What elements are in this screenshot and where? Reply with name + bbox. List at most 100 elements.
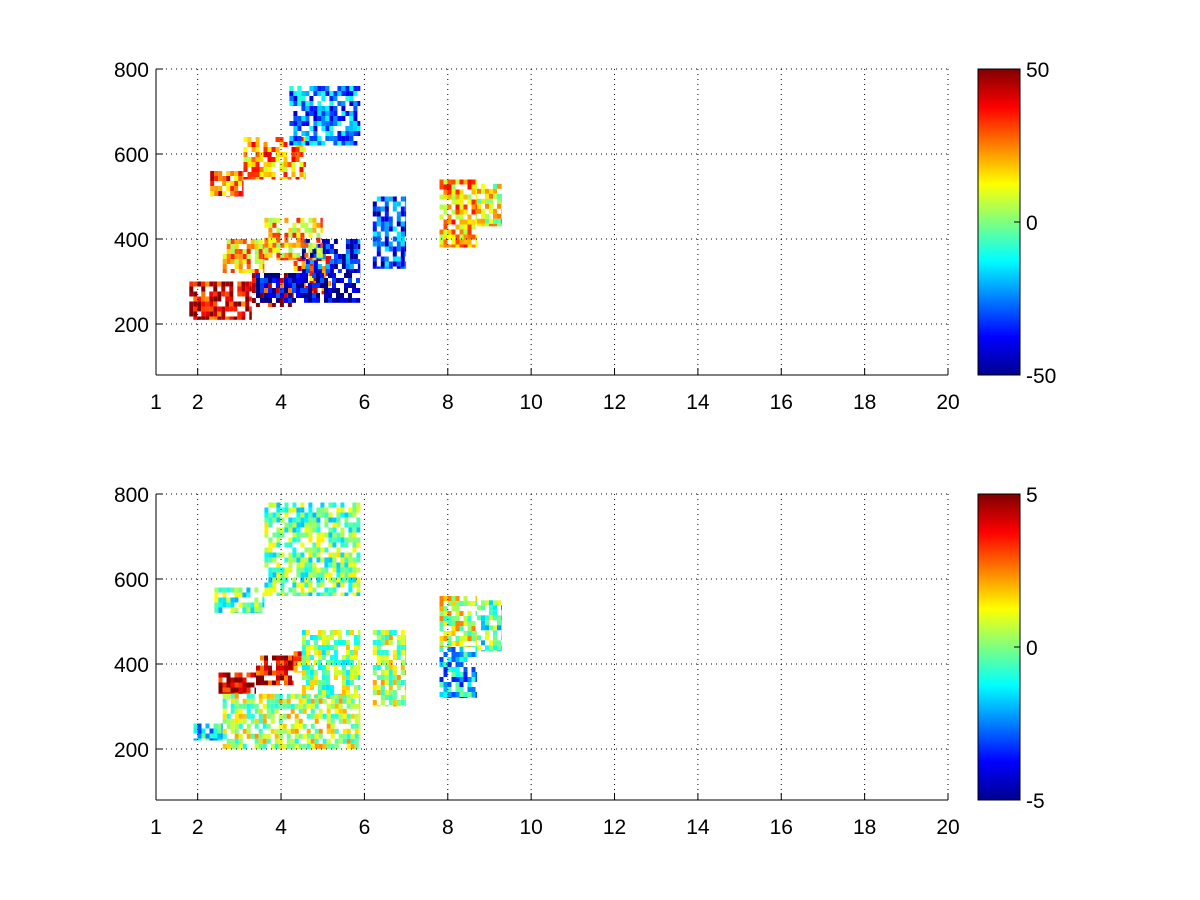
heatmap-cell bbox=[250, 612, 255, 613]
heatmap-cell bbox=[308, 257, 313, 261]
heatmap-cell bbox=[356, 527, 361, 533]
heatmap-cell bbox=[348, 298, 352, 303]
heatmap-cell bbox=[384, 670, 389, 675]
heatmap-cell bbox=[489, 198, 493, 204]
heatmap-cell bbox=[280, 592, 285, 596]
heatmap-cell bbox=[254, 743, 259, 749]
heatmap-cell bbox=[238, 254, 243, 259]
heatmap-cell bbox=[297, 656, 302, 662]
heatmap-cell bbox=[193, 291, 198, 297]
heatmap-cell bbox=[201, 316, 206, 320]
heatmap-cell bbox=[471, 646, 476, 647]
heatmap-cell bbox=[332, 517, 337, 523]
heatmap-cell bbox=[310, 743, 315, 749]
heatmap-cell bbox=[334, 708, 339, 714]
heatmap-cell bbox=[392, 256, 397, 262]
heatmap-cell bbox=[242, 259, 247, 264]
heatmap-cell bbox=[477, 605, 481, 611]
heatmap-cell bbox=[328, 527, 333, 533]
heatmap-cell bbox=[352, 522, 357, 528]
heatmap-cell bbox=[284, 592, 289, 596]
heatmap-cell bbox=[396, 241, 401, 247]
heatmap-cell bbox=[218, 682, 223, 688]
heatmap-cell bbox=[210, 196, 215, 197]
heatmap-cell bbox=[451, 652, 456, 657]
heatmap-cell bbox=[493, 600, 497, 606]
heatmap-cell bbox=[263, 167, 268, 172]
x-tick-label: 18 bbox=[853, 391, 876, 414]
heatmap-cell bbox=[477, 645, 481, 651]
heatmap-cell bbox=[254, 254, 259, 259]
heatmap-cell bbox=[349, 136, 354, 141]
heatmap-cell bbox=[459, 687, 464, 692]
heatmap-cell bbox=[312, 517, 317, 523]
heatmap-cell bbox=[214, 587, 219, 593]
heatmap-cell bbox=[475, 209, 477, 215]
heatmap-cell bbox=[205, 733, 210, 739]
heatmap-cell bbox=[447, 244, 452, 248]
heatmap-cell bbox=[291, 157, 296, 162]
heatmap-cell bbox=[325, 680, 330, 685]
heatmap-cell bbox=[324, 532, 329, 538]
heatmap-cell bbox=[352, 288, 356, 293]
heatmap-cell bbox=[209, 306, 214, 312]
heatmap-cell bbox=[242, 239, 247, 244]
heatmap-cell bbox=[304, 567, 309, 573]
heatmap-cell bbox=[296, 592, 301, 596]
y-tick-label: 200 bbox=[114, 314, 149, 337]
heatmap-cell bbox=[329, 96, 334, 101]
heatmap-cell bbox=[221, 316, 226, 320]
heatmap-cell bbox=[396, 635, 401, 640]
heatmap-cell bbox=[289, 86, 294, 91]
heatmap-cell bbox=[350, 698, 355, 704]
heatmap-cell bbox=[439, 636, 444, 641]
heatmap-cell bbox=[242, 607, 247, 613]
heatmap-cell bbox=[301, 670, 306, 675]
heatmap-cell bbox=[358, 698, 361, 704]
heatmap-cell bbox=[332, 592, 337, 596]
heatmap-cell bbox=[475, 194, 477, 200]
heatmap-cell bbox=[384, 665, 389, 670]
heatmap-cell bbox=[356, 278, 360, 283]
heatmap-cell bbox=[459, 204, 464, 210]
heatmap-cell bbox=[300, 288, 304, 293]
heatmap-cell bbox=[296, 507, 301, 513]
heatmap-cell bbox=[396, 261, 401, 267]
heatmap-cell bbox=[213, 733, 218, 739]
heatmap-cell bbox=[439, 647, 444, 652]
heatmap-cell bbox=[221, 723, 223, 729]
heatmap-cell bbox=[245, 286, 250, 292]
heatmap-cell bbox=[222, 592, 227, 598]
heatmap-cell bbox=[247, 172, 252, 177]
heatmap-cell bbox=[270, 708, 275, 714]
heatmap-cell bbox=[246, 587, 251, 593]
heatmap-cell bbox=[290, 728, 295, 734]
heatmap-cell bbox=[309, 635, 314, 640]
heatmap-cell bbox=[321, 106, 326, 111]
heatmap-cell bbox=[316, 532, 321, 538]
heatmap-cell bbox=[455, 189, 460, 195]
heatmap-cell bbox=[325, 269, 330, 273]
heatmap-cell bbox=[292, 665, 294, 671]
heatmap-cell bbox=[455, 601, 460, 606]
heatmap-cell bbox=[325, 91, 330, 96]
heatmap-cell bbox=[271, 162, 276, 167]
heatmap-cell bbox=[301, 640, 306, 645]
heatmap-cell bbox=[296, 582, 301, 588]
heatmap-cell bbox=[312, 572, 317, 578]
heatmap-cell bbox=[282, 703, 287, 709]
heatmap-cell bbox=[300, 293, 304, 298]
heatmap-cell bbox=[330, 723, 335, 729]
heatmap-cell bbox=[262, 264, 265, 269]
heatmap-cell bbox=[283, 157, 288, 162]
heatmap-cell bbox=[292, 680, 294, 686]
heatmap-cell bbox=[316, 537, 321, 543]
heatmap-cell bbox=[463, 194, 468, 200]
heatmap-cell bbox=[489, 610, 493, 616]
heatmap-cell bbox=[329, 655, 334, 660]
heatmap-cell bbox=[278, 713, 283, 719]
heatmap-cell bbox=[234, 176, 239, 181]
heatmap-cell bbox=[268, 273, 272, 278]
heatmap-cell bbox=[357, 675, 361, 680]
heatmap-cell bbox=[439, 596, 444, 601]
